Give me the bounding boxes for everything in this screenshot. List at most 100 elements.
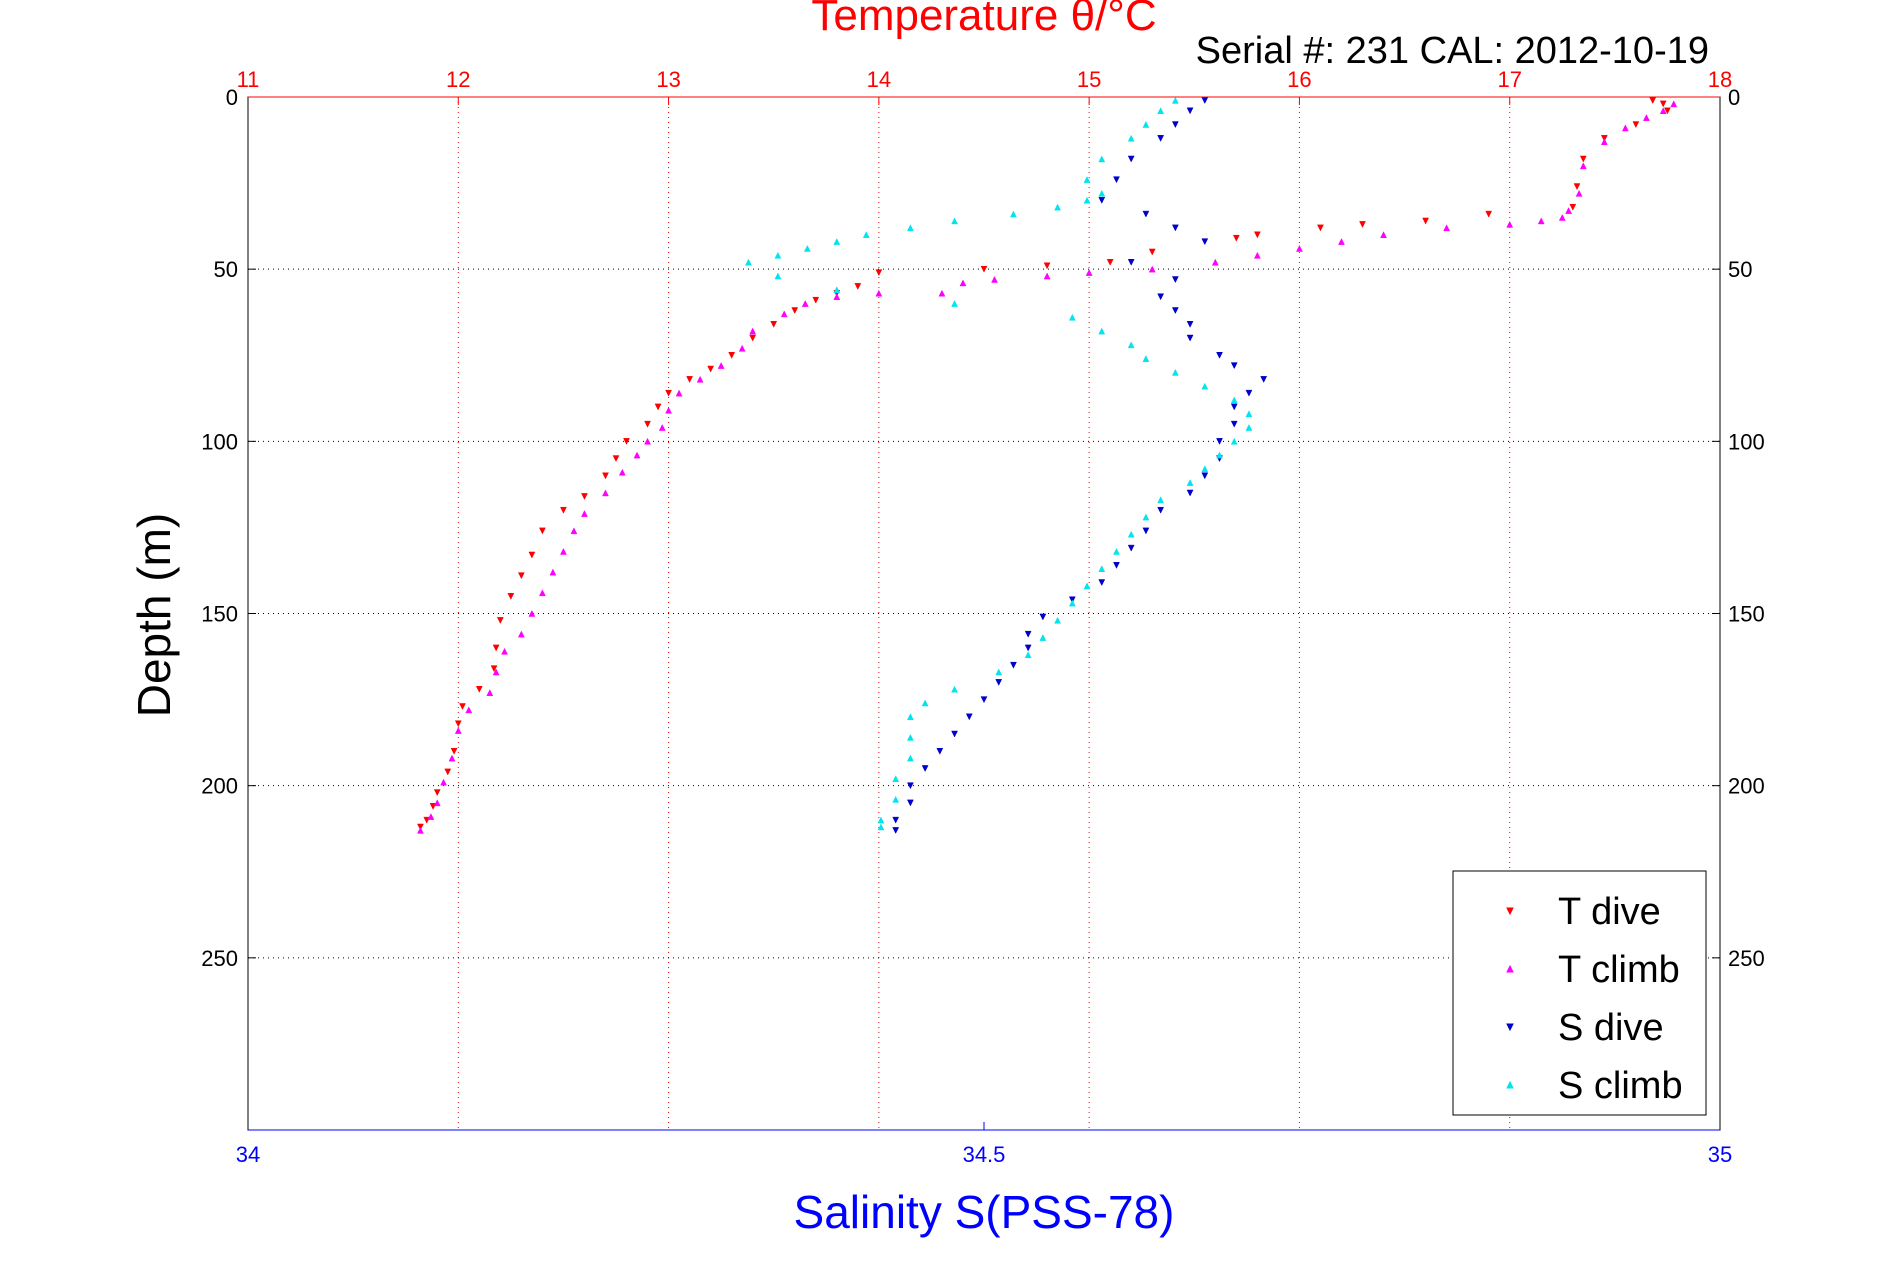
data-point	[1113, 176, 1120, 184]
data-point	[612, 455, 620, 463]
data-point	[875, 289, 883, 297]
data-point	[450, 747, 458, 755]
tick-label-salinity: 34	[236, 1142, 260, 1167]
data-point	[728, 352, 736, 359]
data-point	[1083, 176, 1091, 183]
data-point	[707, 365, 715, 373]
data-point	[854, 283, 862, 290]
data-point	[1024, 651, 1032, 659]
data-point	[1039, 613, 1047, 621]
data-point	[1186, 321, 1194, 328]
legend: T dive T climb S dive S climb	[1452, 870, 1707, 1116]
data-point	[1201, 382, 1209, 390]
data-point	[570, 527, 578, 535]
data-point	[1157, 293, 1165, 301]
data-point	[1148, 265, 1156, 273]
tick-label-salinity: 35	[1708, 1142, 1732, 1167]
data-point	[644, 437, 651, 445]
data-point	[1380, 231, 1387, 238]
data-point	[1621, 124, 1629, 132]
data-point	[560, 547, 567, 555]
tick-label-temperature: 16	[1287, 67, 1311, 92]
data-point	[1338, 238, 1345, 245]
data-point	[417, 826, 424, 834]
data-point	[1201, 472, 1209, 480]
data-point	[1211, 258, 1219, 266]
data-point	[507, 593, 515, 600]
data-point	[1039, 634, 1047, 641]
data-point	[906, 782, 914, 790]
chart-title: Temperature θ/°C	[811, 0, 1156, 40]
data-point	[538, 589, 546, 597]
data-point	[433, 789, 441, 797]
data-point	[717, 362, 725, 369]
data-point	[440, 778, 447, 786]
data-point	[465, 706, 473, 714]
data-point	[1216, 451, 1223, 459]
data-point	[1054, 616, 1062, 624]
data-point	[1098, 197, 1106, 204]
data-point	[490, 665, 498, 673]
chart-subtitle: Serial #: 231 CAL: 2012-10-19	[1196, 30, 1709, 72]
data-point	[991, 275, 998, 283]
data-point	[938, 289, 946, 297]
data-point	[496, 617, 504, 624]
data-point	[951, 300, 958, 307]
data-point	[1148, 248, 1156, 256]
tick-label-temperature: 13	[656, 67, 680, 92]
data-point	[1670, 100, 1678, 108]
data-point	[1253, 251, 1261, 259]
data-point	[1186, 334, 1194, 342]
tick-label-temperature: 18	[1708, 67, 1732, 92]
data-point	[801, 300, 809, 307]
data-point	[980, 265, 988, 273]
data-point	[1230, 396, 1238, 404]
data-point	[654, 403, 662, 411]
tick-label-depth-right: 200	[1728, 774, 1765, 799]
data-point	[921, 699, 929, 707]
data-point	[774, 251, 782, 259]
tick-label-depth-right: 0	[1728, 85, 1740, 110]
y-axis-label: Depth (m)	[128, 513, 180, 717]
data-point	[995, 668, 1003, 676]
data-point	[1230, 437, 1238, 445]
data-point	[1565, 207, 1572, 214]
data-point	[665, 406, 672, 414]
data-point	[1098, 189, 1106, 197]
tick-label-depth-right: 250	[1728, 946, 1765, 971]
data-point	[1186, 107, 1194, 115]
data-point	[906, 733, 914, 741]
data-point	[501, 647, 508, 655]
data-point	[1157, 107, 1165, 115]
data-point	[877, 816, 885, 824]
series-t-dive	[417, 97, 1671, 831]
data-point	[1127, 530, 1135, 538]
data-point	[906, 799, 914, 807]
legend-marker	[1506, 1023, 1514, 1032]
data-point	[1245, 389, 1253, 397]
data-point	[951, 217, 958, 225]
data-point	[1201, 465, 1209, 473]
data-point	[803, 244, 811, 252]
legend-entry: T dive	[1558, 891, 1661, 933]
data-point	[892, 795, 900, 803]
tick-label-depth-left: 250	[201, 946, 238, 971]
data-point	[833, 238, 841, 245]
data-point	[1142, 527, 1150, 535]
data-point	[833, 293, 841, 300]
data-point	[749, 334, 757, 342]
data-point	[1068, 313, 1076, 321]
data-point	[1083, 196, 1091, 204]
data-point	[1245, 424, 1253, 431]
data-point	[1010, 661, 1017, 669]
data-point	[1171, 368, 1179, 376]
data-point	[1171, 307, 1179, 315]
data-point	[877, 823, 885, 831]
data-point	[1296, 244, 1303, 252]
data-point	[1142, 120, 1150, 128]
data-point	[1157, 135, 1165, 142]
data-point	[1649, 97, 1657, 105]
data-point	[1573, 183, 1581, 191]
data-point	[602, 472, 609, 480]
data-point	[1127, 544, 1135, 552]
